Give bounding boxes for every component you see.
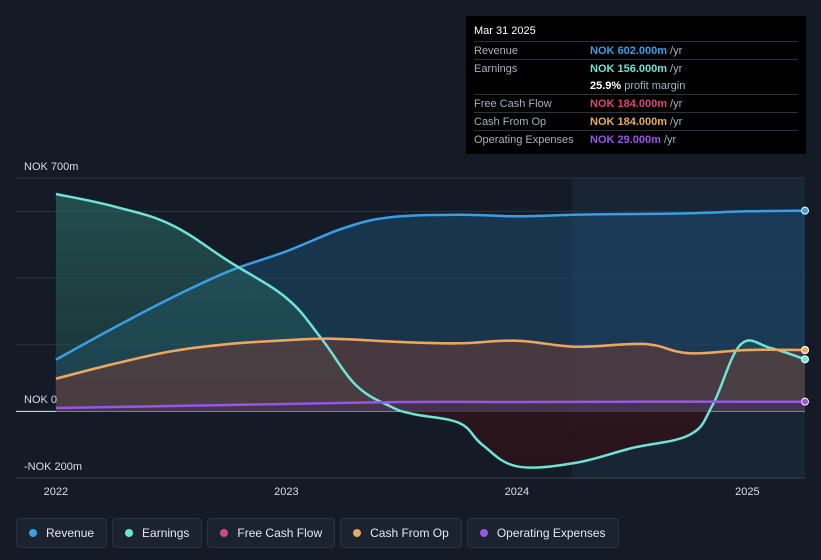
- tooltip-label: Operating Expenses: [474, 133, 574, 146]
- x-tick-label-2024: 2024: [505, 486, 529, 498]
- tooltip-row-earnings: Earnings NOK 156.000m /yr: [474, 59, 798, 77]
- x-tick-label-2022: 2022: [44, 486, 68, 498]
- endpoint-revenue: [801, 206, 809, 215]
- tooltip-label: Free Cash Flow: [474, 97, 552, 110]
- legend-item-operating-expenses[interactable]: Operating Expenses: [466, 518, 619, 548]
- tooltip-unit: /yr: [663, 133, 677, 146]
- tooltip-label: Earnings: [474, 62, 518, 75]
- tooltip-value: NOK 602.000m: [590, 44, 668, 57]
- series-lines: [55, 192, 806, 469]
- legend-item-cash-from-op[interactable]: Cash From Op: [340, 518, 462, 548]
- tooltip: Mar 31 2025 Revenue NOK 602.000m /yr Ear…: [466, 16, 806, 154]
- area-earnings: [55, 194, 805, 468]
- area-earnings-negative: [402, 411, 710, 468]
- tooltip-label: Revenue: [474, 44, 519, 57]
- legend-label: Earnings: [142, 526, 190, 540]
- tooltip-value: 25.9%: [590, 79, 622, 92]
- y-tick-label-top: NOK 700m: [24, 161, 78, 173]
- x-tick-label-2025: 2025: [735, 486, 759, 498]
- endpoint-cash-from-op: [801, 346, 809, 354]
- tooltip-value: NOK 29.000m: [590, 133, 661, 146]
- legend-dot-icon: [353, 529, 362, 537]
- legend-item-earnings[interactable]: Earnings: [112, 518, 203, 548]
- series-areas: [55, 194, 805, 468]
- tooltip-row-cash-from-op: Cash From Op NOK 184.000m /yr: [474, 112, 798, 130]
- tooltip-unit: /yr: [670, 62, 683, 75]
- legend-dot-icon: [220, 529, 229, 537]
- tooltip-unit: /yr: [670, 44, 683, 57]
- tooltip-unit: /yr: [670, 115, 683, 128]
- tooltip-value: NOK 184.000m: [590, 97, 668, 110]
- tooltip-unit: /yr: [670, 97, 683, 110]
- area-free-cash-flow: [55, 338, 805, 412]
- legend-label: Free Cash Flow: [237, 526, 323, 540]
- legend-dot-icon: [29, 529, 37, 537]
- y-tick-label-zero: NOK 0: [24, 394, 57, 406]
- legend-dot-icon: [125, 529, 134, 537]
- legend-label: Revenue: [46, 526, 95, 540]
- line-earnings: [55, 192, 806, 469]
- tooltip-value: NOK 156.000m: [590, 62, 668, 75]
- legend-item-free-cash-flow[interactable]: Free Cash Flow: [207, 518, 336, 548]
- tooltip-row-operating-expenses: Operating Expenses NOK 29.000m /yr: [474, 130, 798, 148]
- area-operating-expenses: [55, 401, 805, 412]
- tooltip-row-revenue: Revenue NOK 602.000m /yr: [474, 41, 798, 59]
- endpoint-earnings: [801, 355, 809, 364]
- area-cash-from-op: [55, 338, 805, 412]
- tooltip-date: Mar 31 2025: [474, 25, 536, 37]
- legend-dot-icon: [479, 529, 488, 537]
- legend: Revenue Earnings Free Cash Flow Cash Fro…: [16, 518, 619, 548]
- y-tick-label-bottom: -NOK 200m: [24, 461, 82, 473]
- x-axis-ticks: 2022 2023 2024 2025: [44, 486, 760, 498]
- tooltip-row-profit-margin: 25.9% profit margin: [474, 77, 798, 94]
- tooltip-value: NOK 184.000m: [590, 115, 668, 128]
- legend-item-revenue[interactable]: Revenue: [16, 518, 108, 548]
- line-operating-expenses: [55, 400, 805, 410]
- line-revenue: [55, 209, 806, 361]
- tooltip-label: Cash From Op: [474, 115, 547, 128]
- line-cash-from-op: [55, 337, 806, 380]
- series-endpoints: [801, 206, 809, 406]
- legend-label: Operating Expenses: [496, 526, 606, 540]
- tooltip-unit: profit margin: [624, 79, 686, 92]
- legend-label: Cash From Op: [370, 526, 449, 540]
- x-tick-label-2023: 2023: [274, 486, 298, 498]
- endpoint-operating-expenses: [801, 397, 809, 406]
- tooltip-row-free-cash-flow: Free Cash Flow NOK 184.000m /yr: [474, 94, 798, 112]
